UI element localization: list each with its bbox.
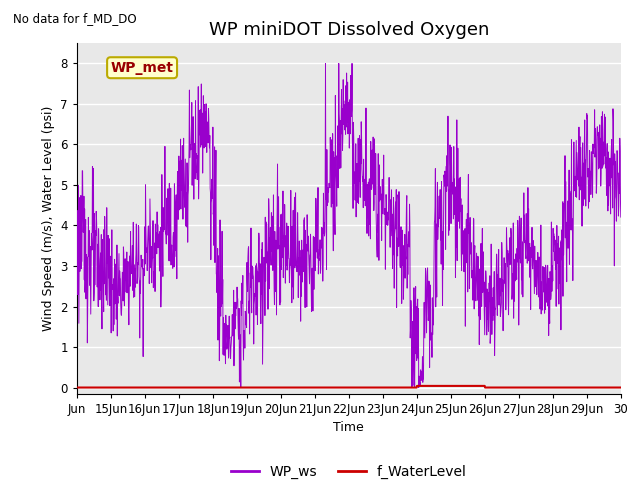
- Legend: WP_ws, f_WaterLevel: WP_ws, f_WaterLevel: [225, 459, 472, 480]
- Text: WP_met: WP_met: [111, 61, 173, 75]
- Title: WP miniDOT Dissolved Oxygen: WP miniDOT Dissolved Oxygen: [209, 21, 489, 39]
- X-axis label: Time: Time: [333, 421, 364, 434]
- Text: No data for f_MD_DO: No data for f_MD_DO: [13, 12, 136, 25]
- Y-axis label: Wind Speed (m/s), Water Level (psi): Wind Speed (m/s), Water Level (psi): [42, 106, 54, 331]
